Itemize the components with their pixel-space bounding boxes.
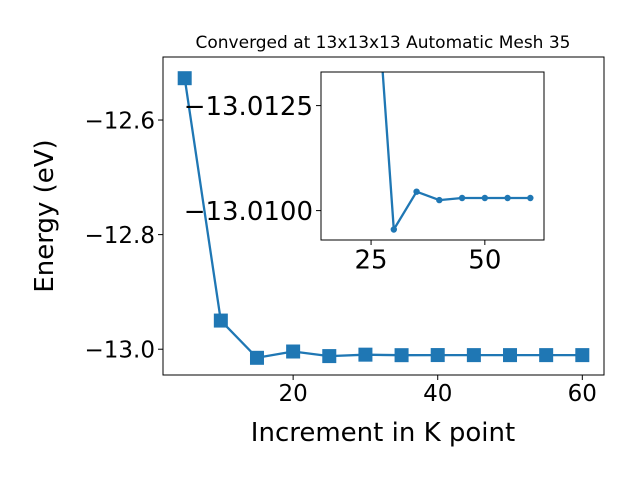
inset-data-point — [390, 226, 398, 233]
chart-title: Converged at 13x13x13 Automatic Mesh 35 — [196, 33, 571, 53]
main-data-point — [466, 348, 481, 363]
main-y-tick-label: −13.0 — [85, 337, 155, 363]
main-data-point — [503, 348, 518, 363]
main-x-tick-label: 60 — [568, 381, 597, 407]
inset-series-group — [381, 72, 534, 233]
main-x-tick-label: 40 — [423, 381, 452, 407]
main-data-point — [249, 350, 264, 365]
main-data-point — [394, 348, 409, 363]
inset-data-point — [504, 194, 511, 202]
inset-y-tick-label: −13.0100 — [184, 197, 313, 227]
inset-x-ticks: 25 50 — [355, 240, 501, 275]
x-axis-label: Increment in K point — [251, 418, 515, 448]
inset-data-point — [458, 194, 466, 202]
inset-x-tick-label: 25 — [355, 245, 388, 275]
main-y-tick-label: −12.6 — [85, 108, 155, 134]
inset-series-line — [381, 72, 531, 231]
main-data-point — [322, 349, 337, 364]
main-data-point — [430, 348, 445, 363]
inset-data-point — [481, 194, 489, 202]
inset-plot-background — [321, 72, 544, 240]
main-data-point — [213, 313, 228, 328]
inset-data-point — [413, 188, 420, 195]
main-data-point — [177, 71, 192, 86]
main-plot-frame — [162, 56, 605, 376]
main-series-group — [177, 71, 590, 365]
main-x-tick-label: 20 — [278, 381, 307, 407]
inset-y-ticks: −13.0125 −13.0100 — [184, 92, 321, 227]
main-data-point — [539, 348, 554, 363]
inset-plot-frame — [320, 71, 545, 241]
main-data-point — [286, 344, 301, 359]
inset-data-point — [527, 194, 534, 202]
inset-x-tick-label: 50 — [468, 245, 501, 275]
main-x-ticks: 20 40 60 — [278, 375, 597, 407]
y-axis-label: Energy (eV) — [30, 139, 60, 292]
inset-data-point — [436, 196, 443, 204]
main-y-ticks: −12.6 −12.8 −13.0 — [85, 108, 163, 363]
inset-y-tick-label: −13.0125 — [184, 92, 313, 122]
main-data-point — [358, 347, 373, 362]
main-data-point — [575, 348, 590, 363]
main-y-tick-label: −12.8 — [85, 223, 155, 249]
